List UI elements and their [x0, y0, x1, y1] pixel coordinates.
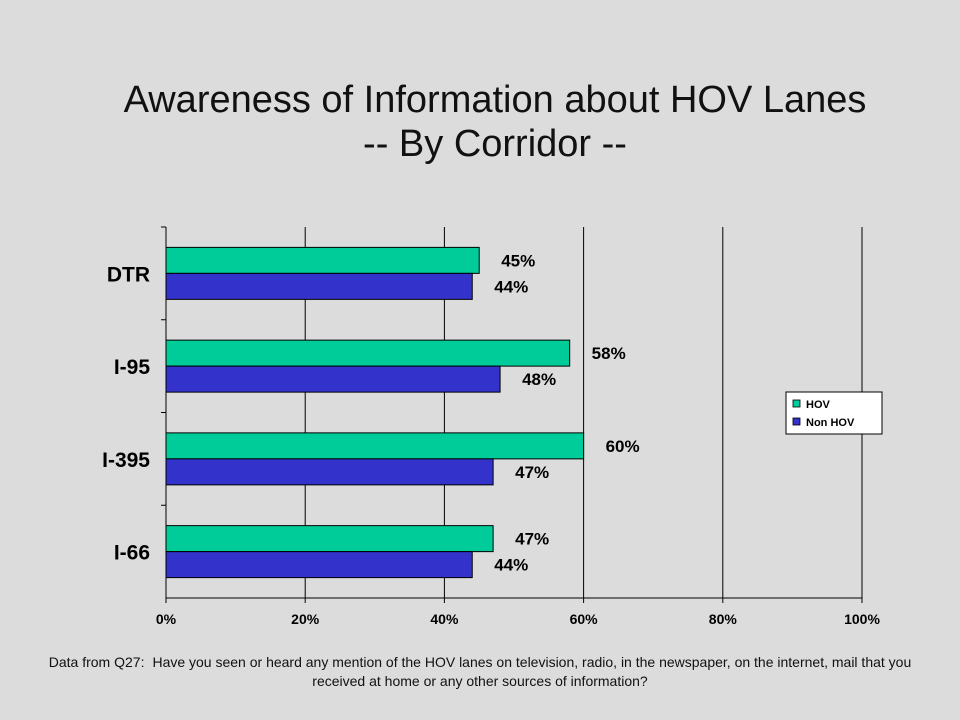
data-label-i-395-hov: 60% [606, 437, 640, 456]
data-label-i-66-hov: 47% [515, 530, 549, 549]
data-label-dtr-hov: 45% [501, 251, 535, 270]
x-tick-label-80: 80% [709, 611, 738, 627]
bar-i-395-non-hov [165, 458, 494, 486]
bar-i-95-non-hov [165, 365, 501, 393]
data-label-dtr-non-hov: 44% [494, 277, 528, 296]
category-label-i-95: I-95 [114, 356, 151, 379]
x-tick-label-0: 0% [156, 611, 177, 627]
data-label-i-95-hov: 58% [592, 344, 626, 363]
data-label-i-66-non-hov: 44% [494, 556, 528, 575]
category-label-i-395: I-395 [102, 449, 150, 472]
legend-label-hov: HOV [806, 399, 831, 411]
chart-title: Awareness of Information about HOV Lanes… [0, 78, 960, 166]
legend-swatch-non-hov [792, 417, 801, 426]
legend-label-non-hov: Non HOV [806, 417, 855, 429]
data-label-i-95-non-hov: 48% [522, 370, 556, 389]
footnote-text: Have you seen or heard any mention of th… [152, 654, 912, 689]
bar-i-95-hov [165, 339, 571, 367]
category-label-i-66: I-66 [114, 542, 150, 565]
data-label-i-395-non-hov: 47% [515, 463, 549, 482]
x-tick-label-20: 20% [291, 611, 320, 627]
chart-title-line-2: -- By Corridor -- [363, 123, 627, 165]
bar-i-66-hov [165, 525, 494, 553]
category-label-dtr: DTR [107, 263, 150, 286]
footnote-label: Data from Q27: [48, 654, 145, 670]
x-tick-label-100: 100% [844, 611, 880, 627]
bar-i-395-hov [165, 432, 585, 460]
bar-dtr-non-hov [165, 272, 473, 300]
chart-title-line-1: Awareness of Information about HOV Lanes [123, 79, 867, 121]
bar-i-66-non-hov [165, 551, 473, 579]
x-tick-label-60: 60% [570, 611, 599, 627]
x-tick-label-40: 40% [430, 611, 459, 627]
legend-swatch-hov [792, 399, 801, 408]
footnote: Data from Q27: Have you seen or heard any… [40, 653, 920, 691]
bar-dtr-hov [165, 246, 480, 274]
legend-box [785, 391, 883, 435]
